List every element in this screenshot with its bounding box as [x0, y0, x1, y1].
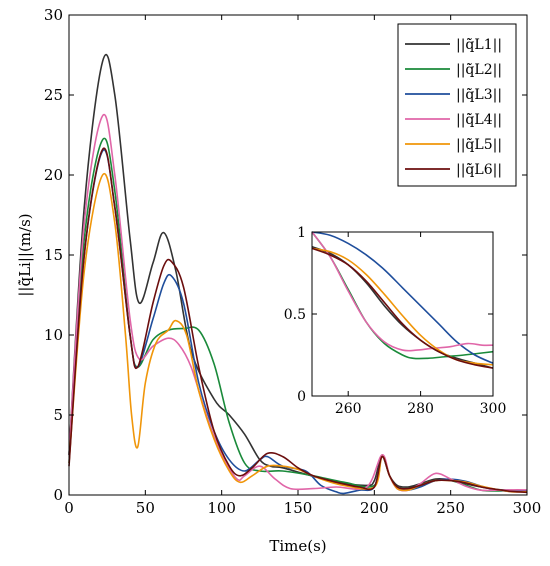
main-y-tick-label: 25	[44, 86, 63, 104]
main-y-tick-label: 0	[53, 486, 63, 504]
inset-y-tick-label: 1	[297, 225, 306, 241]
main-x-tick-label: 100	[207, 499, 236, 517]
main-series-line-6	[68, 147, 528, 494]
x-axis-label: Time(s)	[269, 537, 326, 555]
inset-axis-ticks: 260 280 300 0 0.5 1	[284, 225, 507, 417]
inset-plot-lines	[311, 231, 494, 369]
y-axis-label: ||q̇̃Li||(m/s)	[16, 213, 34, 296]
main-x-tick-label: 300	[513, 499, 542, 517]
legend-label-6: ||q̇̃L6||	[456, 162, 502, 178]
inset-background	[312, 232, 493, 396]
main-y-tick-label: 5	[53, 406, 63, 424]
main-x-tick-label: 150	[284, 499, 313, 517]
inset-y-tick-label: 0	[297, 389, 306, 405]
main-series-line-4	[68, 113, 528, 492]
inset-y-tick-label: 0.5	[284, 307, 306, 323]
main-y-tick-label: 30	[44, 6, 63, 24]
legend-label-1: ||q̇̃L1||	[456, 37, 502, 53]
legend-label-4: ||q̇̃L4||	[456, 112, 502, 128]
legend-box	[397, 23, 517, 187]
main-x-tick-label: 250	[436, 499, 465, 517]
inset-x-tick-label: 300	[480, 401, 507, 417]
main-y-tick-label: 10	[44, 326, 63, 344]
inset-x-tick-label: 260	[335, 401, 362, 417]
inset-series-line-6	[311, 247, 494, 369]
main-x-tick-label: 200	[360, 499, 389, 517]
inset-series-line-3	[311, 231, 494, 364]
legend-label-2: ||q̇̃L2||	[456, 62, 502, 78]
main-x-tick-label: 50	[136, 499, 155, 517]
legend-label-5: ||q̇̃L5||	[456, 137, 502, 153]
main-plot-lines	[68, 53, 528, 495]
inset-series-line-4	[311, 231, 494, 352]
main-y-tick-label: 15	[44, 246, 63, 264]
inset-x-tick-label: 280	[407, 401, 434, 417]
inset-plot: 260 280 300 0 0.5 1	[284, 225, 507, 417]
main-x-tick-label: 0	[64, 499, 74, 517]
main-y-tick-label: 20	[44, 166, 63, 184]
legend: ||q̇̃L1|| ||q̇̃L2|| ||q̇̃L3|| ||q̇̃L4|| ||q̇…	[397, 23, 517, 187]
legend-label-3: ||q̇̃L3||	[456, 87, 502, 103]
